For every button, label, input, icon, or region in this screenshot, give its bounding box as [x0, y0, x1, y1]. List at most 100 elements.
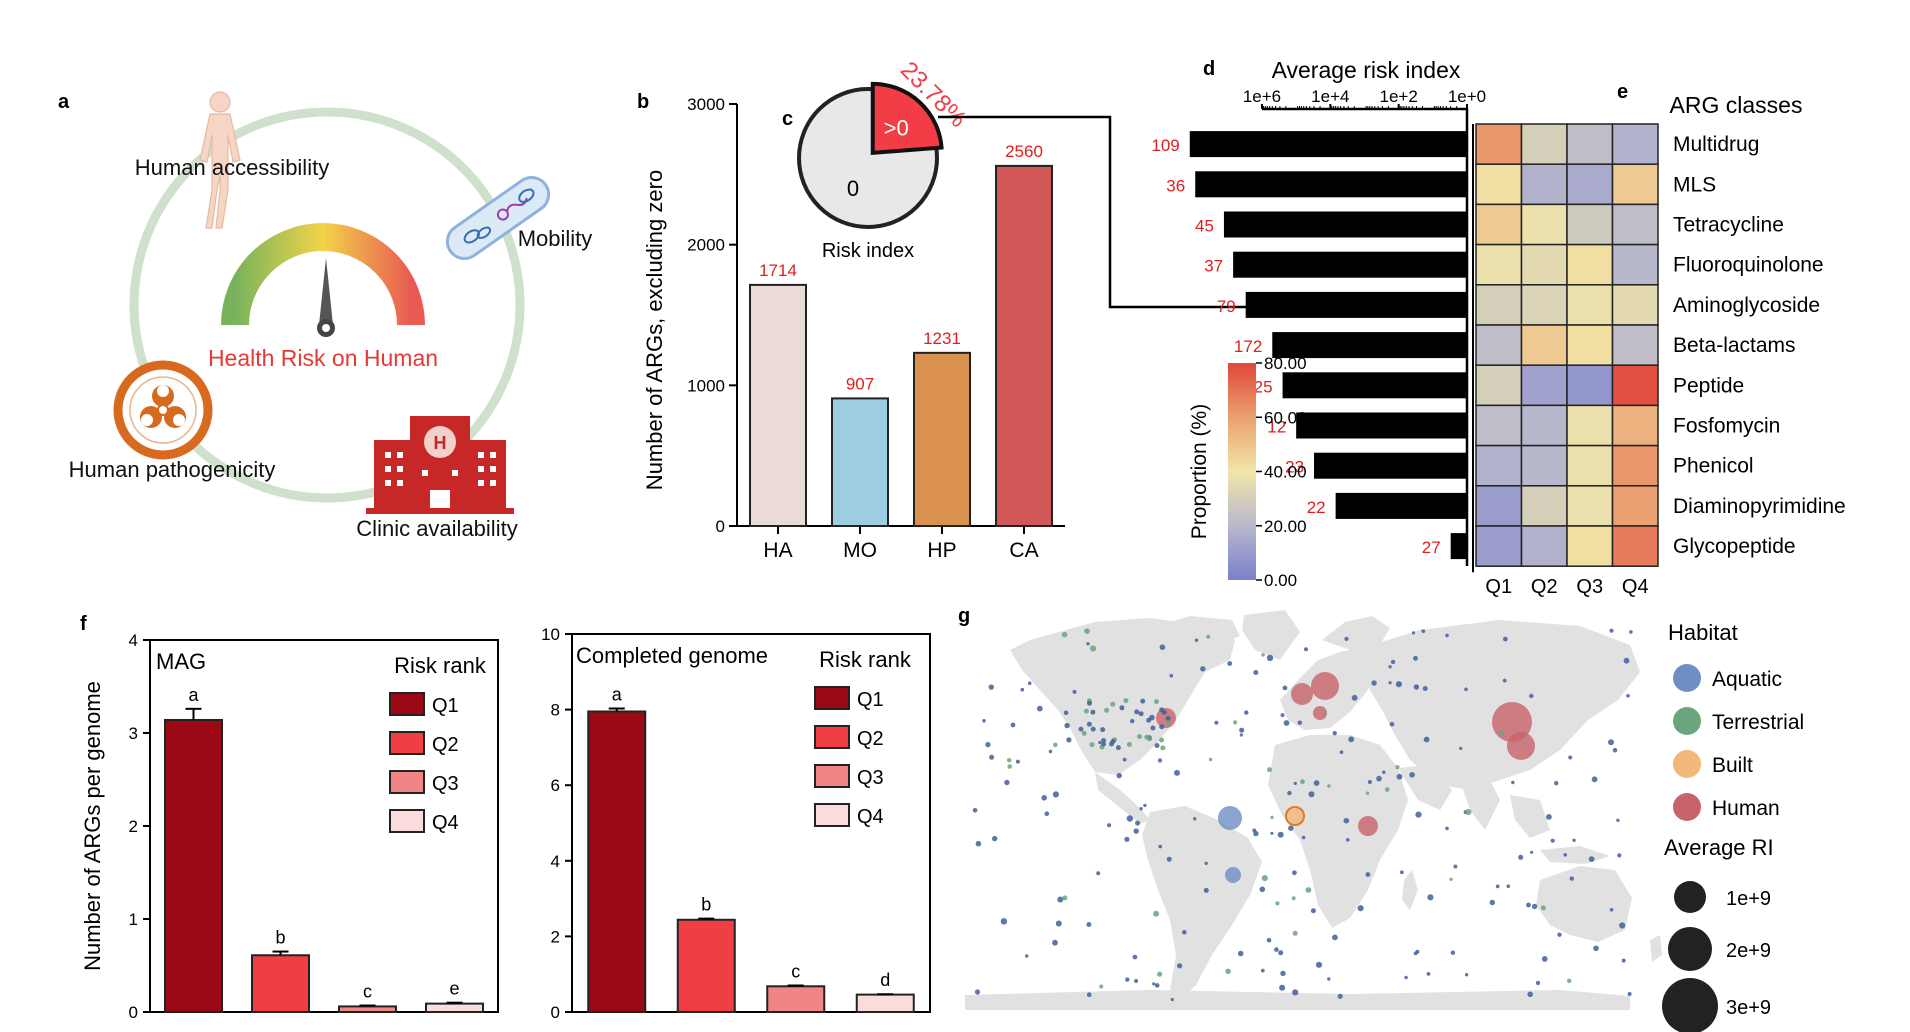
map-sample-point	[1004, 779, 1010, 786]
size-legend-label: 2e+9	[1726, 940, 1771, 962]
map-sample-point	[1395, 681, 1402, 688]
map-sample-point	[1053, 742, 1058, 748]
map-sample-point	[1327, 784, 1331, 788]
panel-d-x-tick-label: 1e+4	[1311, 87, 1349, 106]
panel-f-bar-q2	[676, 918, 736, 1014]
map-sample-point	[1140, 698, 1146, 704]
map-sample-point	[1506, 884, 1511, 888]
map-sample-point	[1315, 961, 1323, 968]
map-sample-point	[1609, 908, 1614, 912]
map-sample-point	[1020, 687, 1025, 692]
panel-f-significance-letter: b	[275, 928, 285, 948]
map-sample-point	[1159, 737, 1165, 743]
map-sample-point	[1126, 742, 1132, 747]
panel-f-legend-label: Q4	[432, 812, 459, 834]
map-sample-large	[1291, 683, 1313, 705]
habitat-legend-marker	[1673, 664, 1701, 692]
map-sample-point	[1384, 787, 1390, 792]
map-sample-point	[975, 840, 982, 847]
map-sample-point	[1339, 750, 1344, 754]
map-sample-point	[1048, 749, 1053, 754]
map-sample-point	[1623, 657, 1630, 664]
map-sample-point	[1619, 922, 1626, 929]
panel-b-x-tick-label: HA	[763, 539, 792, 562]
habitat-legend-marker	[1673, 707, 1701, 735]
map-sample-point	[1275, 901, 1280, 906]
panel-b-value-label: 1231	[923, 329, 961, 348]
panel-c-pie: 0>023.78%	[797, 56, 972, 229]
map-sample-point	[1503, 636, 1508, 642]
map-sample-large	[1507, 732, 1535, 760]
map-sample-point	[1169, 673, 1174, 678]
map-sample-point	[1270, 831, 1274, 835]
map-sample-point	[1084, 628, 1090, 634]
panel-e-heatmap: Multidrug MLS Tetracycline Fluoroquinolone A…	[1472, 123, 1846, 598]
colorbar-label: Proportion (%)	[1188, 404, 1211, 539]
panel-f-legend-label: Q1	[432, 695, 459, 717]
panel-g: g	[958, 605, 1804, 1032]
map-sample-point	[1346, 838, 1350, 842]
map-sample-point	[1139, 807, 1143, 811]
panel-f-legend-title: Risk rank	[394, 653, 487, 678]
map-sample-point	[1146, 717, 1152, 723]
heatmap-cell	[1475, 364, 1523, 407]
panel-b-y-tick-label: 2000	[687, 236, 725, 255]
map-sample-point	[1390, 659, 1396, 665]
map-sample-point	[1160, 745, 1166, 751]
map-sample-point	[1427, 894, 1434, 901]
size-legend-title: Average RI	[1664, 835, 1774, 860]
map-sample-point	[1096, 871, 1101, 876]
panel-b-y-tick-label: 1000	[687, 376, 725, 395]
panel-f-legend-swatch	[814, 803, 850, 827]
heatmap-cell	[1475, 485, 1523, 527]
map-sample-point	[1313, 780, 1320, 786]
map-sample-point	[1267, 767, 1272, 773]
heatmap-row-label: Tetracycline	[1673, 214, 1784, 237]
heatmap-cell	[1566, 404, 1614, 447]
panel-b-y-tick-label: 0	[716, 517, 725, 536]
map-sample-point	[1261, 653, 1265, 657]
heatmap-column-label: Q1	[1485, 576, 1512, 598]
map-sample-point	[1087, 700, 1092, 706]
panel-f-bar-q4	[855, 993, 915, 1013]
map-sample-point	[1193, 817, 1197, 821]
heatmap-row-label: Beta-lactams	[1673, 334, 1796, 357]
map-sample-point	[1388, 681, 1392, 685]
map-sample-point	[1629, 630, 1633, 634]
map-sample-point	[1292, 930, 1298, 936]
heatmap-cell	[1520, 243, 1568, 286]
map-sample-point	[1119, 705, 1125, 711]
heatmap-cell	[1520, 364, 1568, 407]
map-sample-point	[1052, 791, 1059, 798]
world-map	[965, 610, 1662, 1010]
biohazard-icon	[113, 360, 213, 460]
map-sample-point	[1098, 740, 1102, 745]
heatmap-row-label: Fluoroquinolone	[1673, 254, 1824, 277]
label-human-pathogenicity: Human pathogenicity	[69, 457, 276, 482]
human-body-icon	[199, 91, 241, 229]
size-legend-marker	[1662, 978, 1718, 1032]
panel-f-y-tick-label: 0	[129, 1003, 138, 1022]
map-sample-point	[1357, 905, 1364, 912]
map-sample-point	[1086, 992, 1092, 997]
map-sample-point	[1110, 701, 1116, 707]
map-sample-point	[1305, 887, 1312, 893]
heatmap-cell	[1475, 163, 1523, 206]
map-sample-point	[1253, 670, 1259, 675]
panel-d-bar	[1189, 131, 1467, 158]
panel-f-significance-letter: d	[880, 970, 890, 990]
panel-f-y-tick-label: 2	[551, 927, 560, 946]
panel-f-significance-letter: c	[791, 962, 800, 982]
map-sample-point	[1165, 715, 1171, 721]
heatmap-row-label: Fosfomycin	[1673, 415, 1780, 438]
map-sample-point	[1174, 769, 1180, 776]
map-sample-point	[1310, 908, 1316, 914]
heatmap-cell	[1520, 444, 1568, 487]
colorbar-tick-label: 40.00	[1264, 463, 1307, 482]
panel-f-significance-letter: a	[612, 684, 623, 704]
map-sample-point	[1007, 764, 1012, 769]
hospital-icon: H	[366, 416, 514, 514]
map-sample-point	[1530, 850, 1534, 854]
label-human-accessibility: Human accessibility	[135, 155, 329, 180]
panel-e-title: ARG classes	[1670, 92, 1803, 118]
